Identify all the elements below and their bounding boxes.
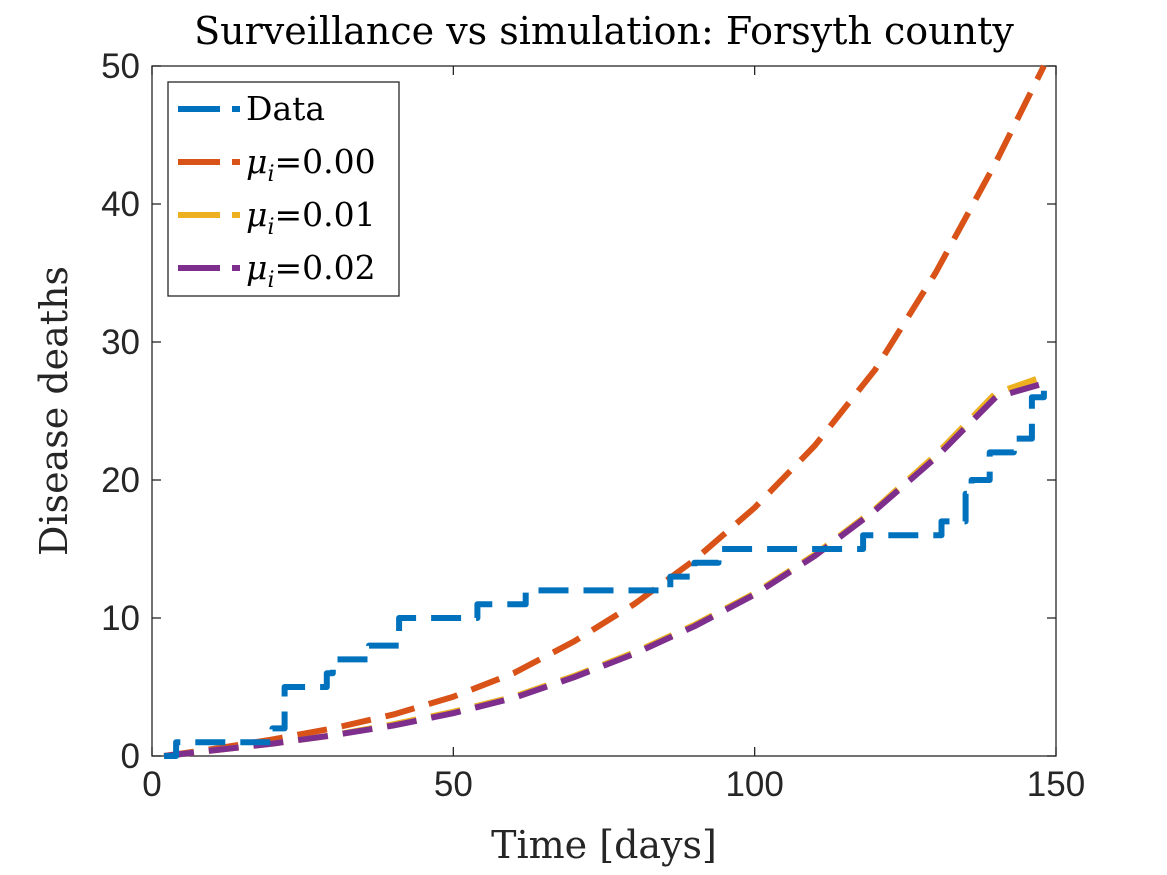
y-tick-label: 10 [101, 599, 140, 638]
legend-label-value: =0.02 [275, 248, 376, 287]
x-tick-label: 0 [142, 765, 161, 804]
chart-title: Surveillance vs simulation: Forsyth coun… [194, 9, 1014, 53]
legend-label: μi=0.00 [246, 142, 376, 187]
y-axis-label: Disease deaths [32, 266, 76, 556]
y-tick-label: 20 [101, 461, 140, 500]
y-tick-label: 40 [101, 185, 140, 224]
legend-label-subscript: i [267, 215, 274, 240]
series-line--i-0-02 [163, 380, 1045, 759]
ticks: 0 50 100 150 0 10 20 30 40 50 [101, 47, 1085, 804]
legend-label-subscript: i [267, 162, 274, 187]
x-tick-label: 100 [725, 765, 783, 804]
legend-label-base: μ [246, 195, 267, 234]
legend-label-base: μ [246, 248, 267, 287]
legend-label-value: =0.00 [275, 142, 376, 181]
x-tick-label: 150 [1027, 765, 1085, 804]
series-layer [163, 64, 1047, 759]
legend-label-base: Data [246, 89, 325, 128]
legend-label: μi=0.01 [246, 195, 376, 240]
y-tick-label: 0 [121, 737, 140, 776]
y-tick-label: 50 [101, 47, 140, 86]
legend-label-value: =0.01 [275, 195, 376, 234]
series-line--i-0-00 [163, 64, 1047, 759]
legend-label: μi=0.02 [246, 248, 376, 293]
x-axis-label: Time [days] [491, 823, 717, 867]
legend-label-subscript: i [267, 268, 274, 293]
legend-label: Data [246, 89, 325, 128]
y-tick-label: 30 [101, 323, 140, 362]
x-tick-label: 50 [434, 765, 473, 804]
series-line-data [164, 383, 1047, 759]
legend-label-base: μ [246, 142, 267, 181]
legend-box [167, 81, 400, 297]
